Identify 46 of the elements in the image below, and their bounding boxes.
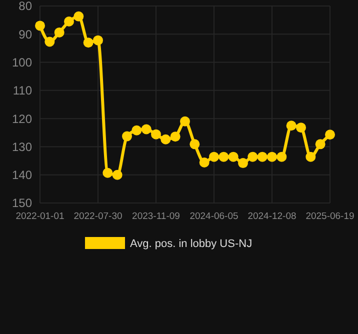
point (276, 152, 287, 162)
y-tick-label: 90 (18, 27, 32, 42)
point (209, 152, 219, 162)
x-tick-label: 2022-07-30 (74, 211, 122, 222)
point (170, 132, 180, 142)
point (257, 152, 268, 162)
point (190, 139, 200, 150)
y-tick-label: 130 (12, 140, 32, 154)
point (296, 122, 306, 133)
y-tick-label: 100 (12, 55, 32, 70)
point (286, 120, 296, 131)
point (122, 131, 132, 142)
point (218, 152, 229, 162)
point (93, 35, 103, 46)
x-tick-label: 2023-11-09 (132, 211, 180, 222)
point (315, 139, 326, 150)
point (64, 16, 74, 26)
point (44, 36, 55, 47)
x-tick-label: 2025-06-19 (306, 211, 354, 222)
y-tick-label: 110 (12, 84, 32, 98)
point (306, 152, 316, 162)
point (199, 157, 210, 168)
x-tick-label: 2024-06-05 (190, 211, 238, 222)
point (102, 168, 113, 178)
point (112, 170, 122, 180)
point (132, 125, 142, 136)
point (228, 152, 238, 162)
x-tick-label: 2022-01-01 (16, 211, 64, 222)
point (74, 11, 84, 22)
point (160, 134, 171, 144)
y-tick-label: 140 (12, 168, 32, 182)
point (54, 27, 64, 38)
x-tick-label: 2024-12-08 (248, 211, 296, 222)
legend-label: Avg. pos. in lobby US-NJ (130, 238, 252, 250)
point (248, 152, 258, 162)
y-tick-label: 150 (12, 196, 32, 210)
y-tick-label: 80 (18, 0, 32, 14)
y-tick-label: 120 (12, 112, 32, 126)
point (180, 116, 190, 126)
point (238, 158, 248, 168)
point (267, 152, 277, 162)
point (325, 130, 335, 140)
point (83, 38, 94, 48)
point (151, 129, 161, 140)
point (35, 20, 45, 31)
point (141, 124, 152, 134)
